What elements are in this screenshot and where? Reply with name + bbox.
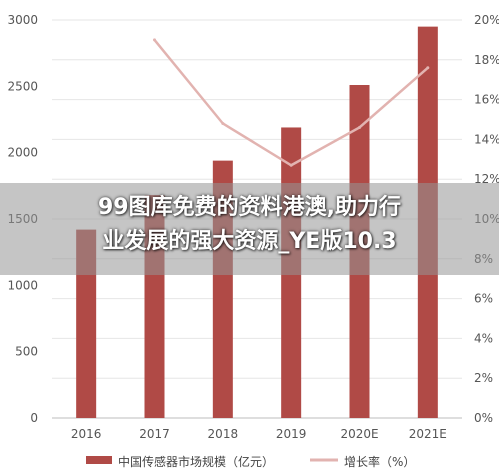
y-right-tick-label: 2% [474,371,493,385]
y-right-tick-label: 4% [474,331,493,345]
legend-line-label: 增长率（%） [344,454,415,469]
y-right-tick-label: 12% [474,172,499,186]
bar [76,229,97,418]
y-right-tick-label: 0% [474,411,493,425]
y-left-tick-label: 1000 [7,278,38,292]
x-tick-label: 2020E [340,427,378,441]
x-tick-label: 2017 [139,427,170,441]
x-tick-label: 2016 [71,427,102,441]
y-right-tick-label: 20% [474,13,499,27]
y-left-tick-label: 500 [15,345,38,359]
y-right-tick-label: 14% [474,132,499,146]
y-right-tick-label: 16% [474,93,499,107]
watermark-line-2: 业发展的强大资源_YE版10.3 [102,229,397,254]
y-left-tick-label: 0 [30,411,38,425]
legend-bar-label: 中国传感器市场规模（亿元） [118,454,274,469]
watermark-line-1: 99图库免费的资料港澳,助力行 [98,195,401,220]
line-point [153,38,156,42]
y-right-tick-label: 18% [474,53,499,67]
line-point [426,66,430,70]
y-right-tick-label: 6% [474,292,493,306]
line-point [358,125,361,129]
watermark-banner [0,183,499,275]
line-point [221,121,225,125]
legend-bar-swatch [86,456,112,464]
y-left-tick-label: 2000 [7,146,38,160]
x-tick-label: 2019 [276,427,307,441]
line-point [289,163,293,167]
x-tick-label: 2021E [409,427,447,441]
y-left-tick-label: 3000 [7,13,38,27]
watermark-text: 99图库免费的资料港澳,助力行 业发展的强大资源_YE版10.3 [0,191,499,259]
x-tick-label: 2018 [208,427,239,441]
y-left-tick-label: 2500 [7,79,38,93]
